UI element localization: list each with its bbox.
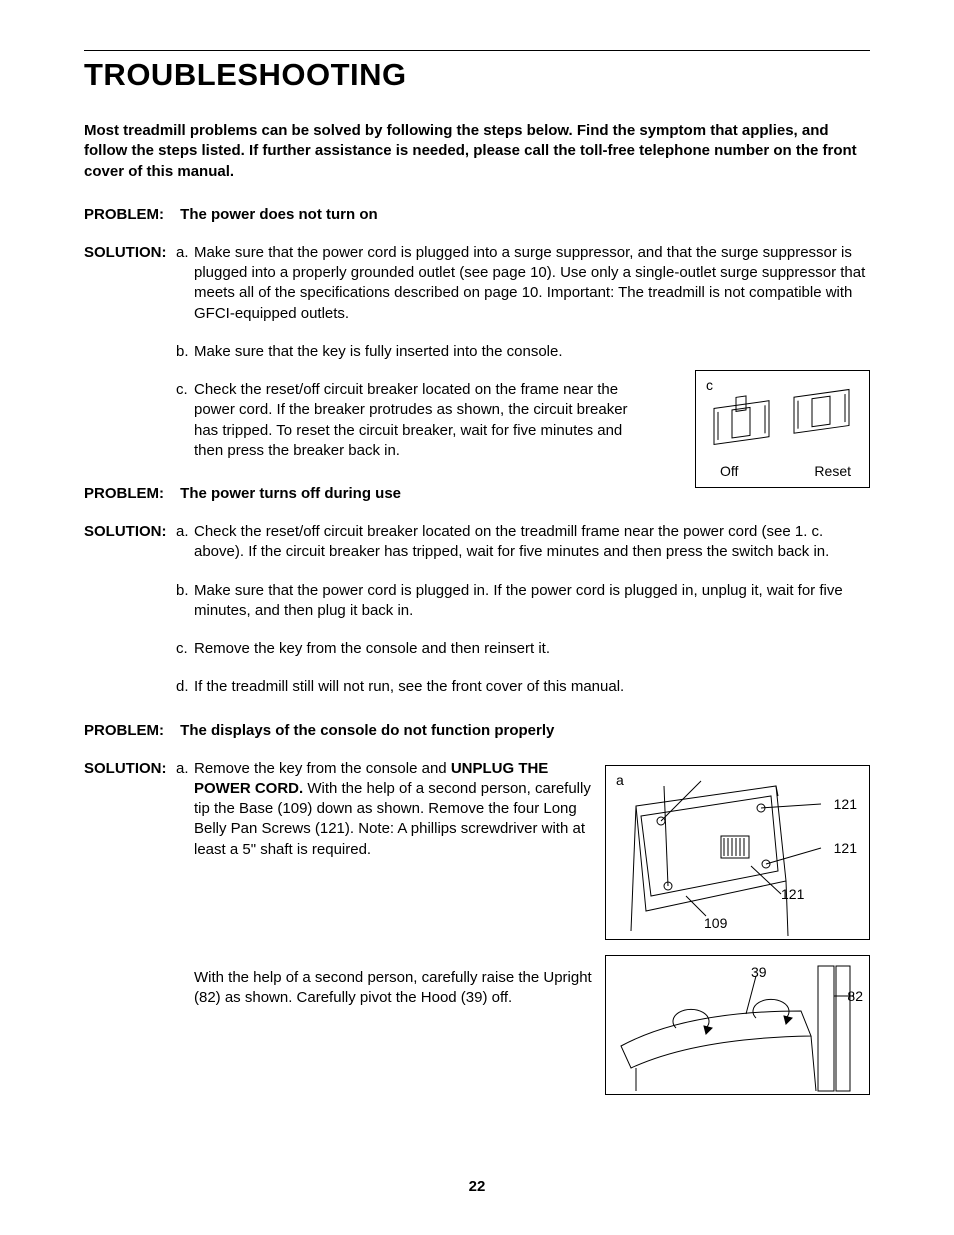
item-letter: a.: [176, 522, 194, 542]
solution-1c-text: Check the reset/off circuit breaker loca…: [194, 380, 654, 461]
solution-1a: SOLUTION: a. Make sure that the power co…: [84, 243, 870, 324]
problem-2: PROBLEM: The power turns off during use …: [84, 485, 870, 698]
problem-label: PROBLEM:: [84, 206, 176, 223]
solution-3a-text: Remove the key from the console and UNPL…: [194, 759, 594, 860]
solution-label: SOLUTION:: [84, 759, 176, 779]
solution-2c-text: Remove the key from the console and then…: [194, 639, 870, 659]
problem-1-header: PROBLEM: The power does not turn on: [84, 206, 870, 223]
callout-82: 82: [847, 988, 863, 1004]
solution-2b-text: Make sure that the power cord is plugged…: [194, 581, 870, 622]
solution-2a: SOLUTION: a. Check the reset/off circuit…: [84, 522, 870, 563]
intro-paragraph: Most treadmill problems can be solved by…: [84, 121, 870, 182]
figure-b: 39 82: [605, 955, 870, 1095]
problem-3-text: The displays of the console do not funct…: [180, 722, 554, 739]
item-letter: a.: [176, 243, 194, 263]
page-title: TROUBLESHOOTING: [84, 57, 870, 93]
figure-a: a: [605, 765, 870, 940]
callout-109: 109: [704, 915, 727, 931]
solution-2d-text: If the treadmill still will not run, see…: [194, 677, 870, 697]
problem-2-text: The power turns off during use: [180, 485, 401, 502]
problem-1-text: The power does not turn on: [180, 206, 378, 223]
item-letter: d.: [176, 677, 194, 697]
callout-121: 121: [834, 796, 857, 812]
item-letter: c.: [176, 639, 194, 659]
problem-3-header: PROBLEM: The displays of the console do …: [84, 722, 870, 739]
manual-page: TROUBLESHOOTING Most treadmill problems …: [0, 0, 954, 1235]
solution-2d: d. If the treadmill still will not run, …: [84, 677, 870, 697]
solution-2c: c. Remove the key from the console and t…: [84, 639, 870, 659]
figure-c-label: c: [706, 377, 713, 393]
figure-c-reset-label: Reset: [814, 463, 851, 479]
item-letter: b.: [176, 581, 194, 601]
problem-label: PROBLEM:: [84, 722, 176, 739]
item-letter: b.: [176, 342, 194, 362]
solution-label: SOLUTION:: [84, 522, 176, 542]
callout-121: 121: [781, 886, 804, 902]
solution-3a2-text: With the help of a second person, carefu…: [194, 968, 594, 1009]
callout-121: 121: [834, 840, 857, 856]
item-letter: c.: [176, 380, 194, 400]
solution-1b: b. Make sure that the key is fully inser…: [84, 342, 870, 362]
figure-c: c Off Reset: [695, 370, 870, 488]
solution-label: SOLUTION:: [84, 243, 176, 263]
callout-39: 39: [751, 964, 767, 980]
solution-2b: b. Make sure that the power cord is plug…: [84, 581, 870, 622]
figure-a-label: a: [616, 772, 624, 788]
problem-label: PROBLEM:: [84, 485, 176, 502]
solution-2a-text: Check the reset/off circuit breaker loca…: [194, 522, 870, 563]
top-rule: [84, 50, 870, 51]
base-diagram-icon: [606, 766, 871, 941]
upright-diagram-icon: [606, 956, 871, 1096]
figure-c-off-label: Off: [720, 463, 738, 479]
solution-1a-text: Make sure that the power cord is plugged…: [194, 243, 870, 324]
solution-1b-text: Make sure that the key is fully inserted…: [194, 342, 870, 362]
page-number: 22: [0, 1178, 954, 1195]
item-letter: a.: [176, 759, 194, 779]
